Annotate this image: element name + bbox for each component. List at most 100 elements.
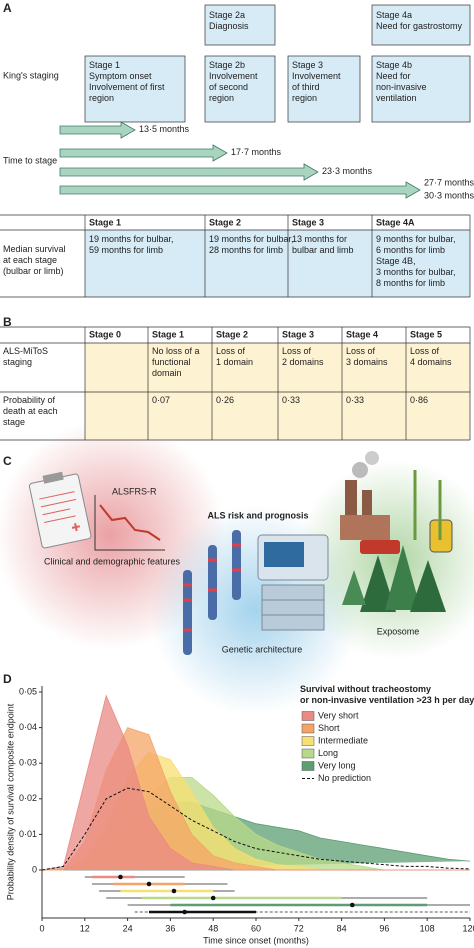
table-cell: 9 months for bulbar, 6 months for limb Sta… bbox=[376, 234, 456, 288]
table-header: Stage 3 bbox=[282, 329, 314, 339]
row-label-line: (bulbar or limb) bbox=[3, 266, 64, 276]
table-cell: 0·26 bbox=[216, 395, 234, 405]
legend-label: Very short bbox=[318, 710, 359, 720]
box-text-line: Involvement bbox=[292, 71, 341, 81]
table-cell: 0·33 bbox=[346, 395, 364, 405]
exposome-art bbox=[340, 451, 453, 612]
stage-box bbox=[204, 55, 276, 123]
arrow-label: 27·7 months to 4A 30·3 months to 4B bbox=[424, 178, 474, 201]
legend-swatch bbox=[301, 723, 315, 734]
chromosomes bbox=[183, 530, 241, 655]
legend-swatch bbox=[301, 736, 315, 746]
median-dot bbox=[210, 895, 216, 901]
arrow bbox=[59, 144, 228, 162]
table-cell-line: 2 domains bbox=[282, 357, 324, 367]
row-label: Probability of death at each stage bbox=[3, 395, 58, 427]
y-tick-label: 0·04 bbox=[19, 722, 37, 732]
box-text-line: Diagnosis bbox=[209, 21, 249, 31]
table-cell-line: 4 domains bbox=[410, 357, 452, 367]
table-header: Stage 3 bbox=[292, 217, 324, 227]
legend-title-line: Survival without tracheostomy bbox=[300, 684, 431, 694]
box-text-line: Involvement of first bbox=[89, 82, 165, 92]
row-label: ALS-MiToS staging bbox=[3, 346, 48, 367]
box-text-line: region bbox=[292, 93, 317, 103]
arrow-label: 13·5 months bbox=[139, 124, 190, 134]
table-cell: Loss of 2 domains bbox=[282, 346, 324, 367]
arrow-label-line: 23·3 months bbox=[322, 166, 373, 176]
box-text-line: Involvement bbox=[209, 71, 258, 81]
row-label: Median survival at each stage (bulbar or l… bbox=[3, 244, 66, 276]
table-cell-line: Loss of bbox=[216, 346, 246, 356]
table-cell-line: functional bbox=[152, 357, 191, 367]
clipboard bbox=[28, 471, 92, 549]
legend-label: Intermediate bbox=[318, 735, 368, 745]
legend-label: Long bbox=[318, 748, 338, 758]
legend-swatch bbox=[301, 761, 315, 771]
table-cell-line: 59 months for limb bbox=[89, 245, 163, 255]
table-header: Stage 4 bbox=[346, 329, 378, 339]
box-text-line: non-invasive bbox=[376, 82, 427, 92]
y-tick-label: 0·05 bbox=[19, 686, 37, 696]
stage-box bbox=[371, 4, 471, 46]
c-label: Clinical and demographic features bbox=[44, 556, 181, 566]
c-label: Genetic architecture bbox=[222, 644, 303, 654]
table-cell-line: 0·33 bbox=[346, 395, 364, 405]
table-cell-line: 0·07 bbox=[152, 395, 170, 405]
box-text: Stage 1 Symptom onset Involvement of first… bbox=[89, 60, 165, 103]
c-label: Exposome bbox=[377, 626, 420, 636]
c-label: ALSFRS-R bbox=[112, 486, 157, 496]
table-cell-line: 13 months for bbox=[292, 234, 347, 244]
y-tick-label: 0 bbox=[32, 864, 37, 874]
row-label-line: staging bbox=[3, 357, 32, 367]
box-text-line: Need for gastrostomy bbox=[376, 21, 463, 31]
table-header: Stage 5 bbox=[410, 329, 442, 339]
legend-title: Survival without tracheostomy or non-inva… bbox=[300, 684, 474, 705]
table-cell: Loss of 4 domains bbox=[410, 346, 452, 367]
table-cell-line: domain bbox=[152, 368, 182, 378]
x-tick-label: 96 bbox=[379, 923, 389, 933]
stage-box bbox=[84, 55, 186, 123]
y-tick-label: 0·02 bbox=[19, 793, 37, 803]
table-cell: Loss of 1 domain bbox=[216, 346, 253, 367]
box-text: Stage 4a Need for gastrostomy bbox=[376, 10, 463, 31]
x-tick-label: 24 bbox=[123, 923, 133, 933]
box-text-line: region bbox=[89, 93, 114, 103]
table-cell-line: Stage 4B, bbox=[376, 256, 416, 266]
row-label-line: Probability of bbox=[3, 395, 56, 405]
stage-box bbox=[371, 55, 471, 123]
table-cell-line: 0·33 bbox=[282, 395, 300, 405]
box-text-line: of third bbox=[292, 82, 320, 92]
box-text: Stage 2a Diagnosis bbox=[209, 10, 249, 31]
x-tick-label: 120 bbox=[462, 923, 474, 933]
table-cell: 0·33 bbox=[282, 395, 300, 405]
box-text-line: Stage 2b bbox=[209, 60, 245, 70]
mini-line bbox=[99, 504, 161, 541]
row-label-line: at each stage bbox=[3, 255, 57, 265]
table-cell: Loss of 3 domains bbox=[346, 346, 388, 367]
box-text-line: ventilation bbox=[376, 93, 417, 103]
x-tick-label: 84 bbox=[337, 923, 347, 933]
panel-c-art bbox=[0, 420, 474, 715]
table-cell-line: 8 months for limb bbox=[376, 278, 445, 288]
legend-label: No prediction bbox=[318, 773, 371, 783]
row-label: Time to stage bbox=[3, 155, 57, 165]
box-text-line: of second bbox=[209, 82, 248, 92]
y-axis-title: Probability density of survival composit… bbox=[5, 703, 15, 900]
table-cell-line: 3 domains bbox=[346, 357, 388, 367]
table-cell: 19 months for bulbar, 28 months for limb bbox=[209, 234, 294, 255]
legend-title-line: or non-invasive ventilation >23 h per da… bbox=[300, 695, 474, 705]
arrow bbox=[59, 163, 319, 181]
y-tick-label: 0·01 bbox=[19, 829, 37, 839]
table-cell-line: 9 months for bulbar, bbox=[376, 234, 456, 244]
row-label-line: ALS-MiToS bbox=[3, 346, 48, 356]
table-cell-line: 3 months for bulbar, bbox=[376, 267, 456, 277]
table-cell: 19 months for bulbar, 59 months for limb bbox=[89, 234, 174, 255]
panel-label: C bbox=[3, 454, 12, 468]
arrow-label: 23·3 months bbox=[322, 166, 373, 176]
box-text-line: Stage 3 bbox=[292, 60, 323, 70]
arrow-label-line: 17·7 months bbox=[231, 147, 282, 157]
panel-label: A bbox=[3, 1, 12, 15]
table-header: Stage 2 bbox=[216, 329, 248, 339]
y-tick-label: 0·03 bbox=[19, 758, 37, 768]
